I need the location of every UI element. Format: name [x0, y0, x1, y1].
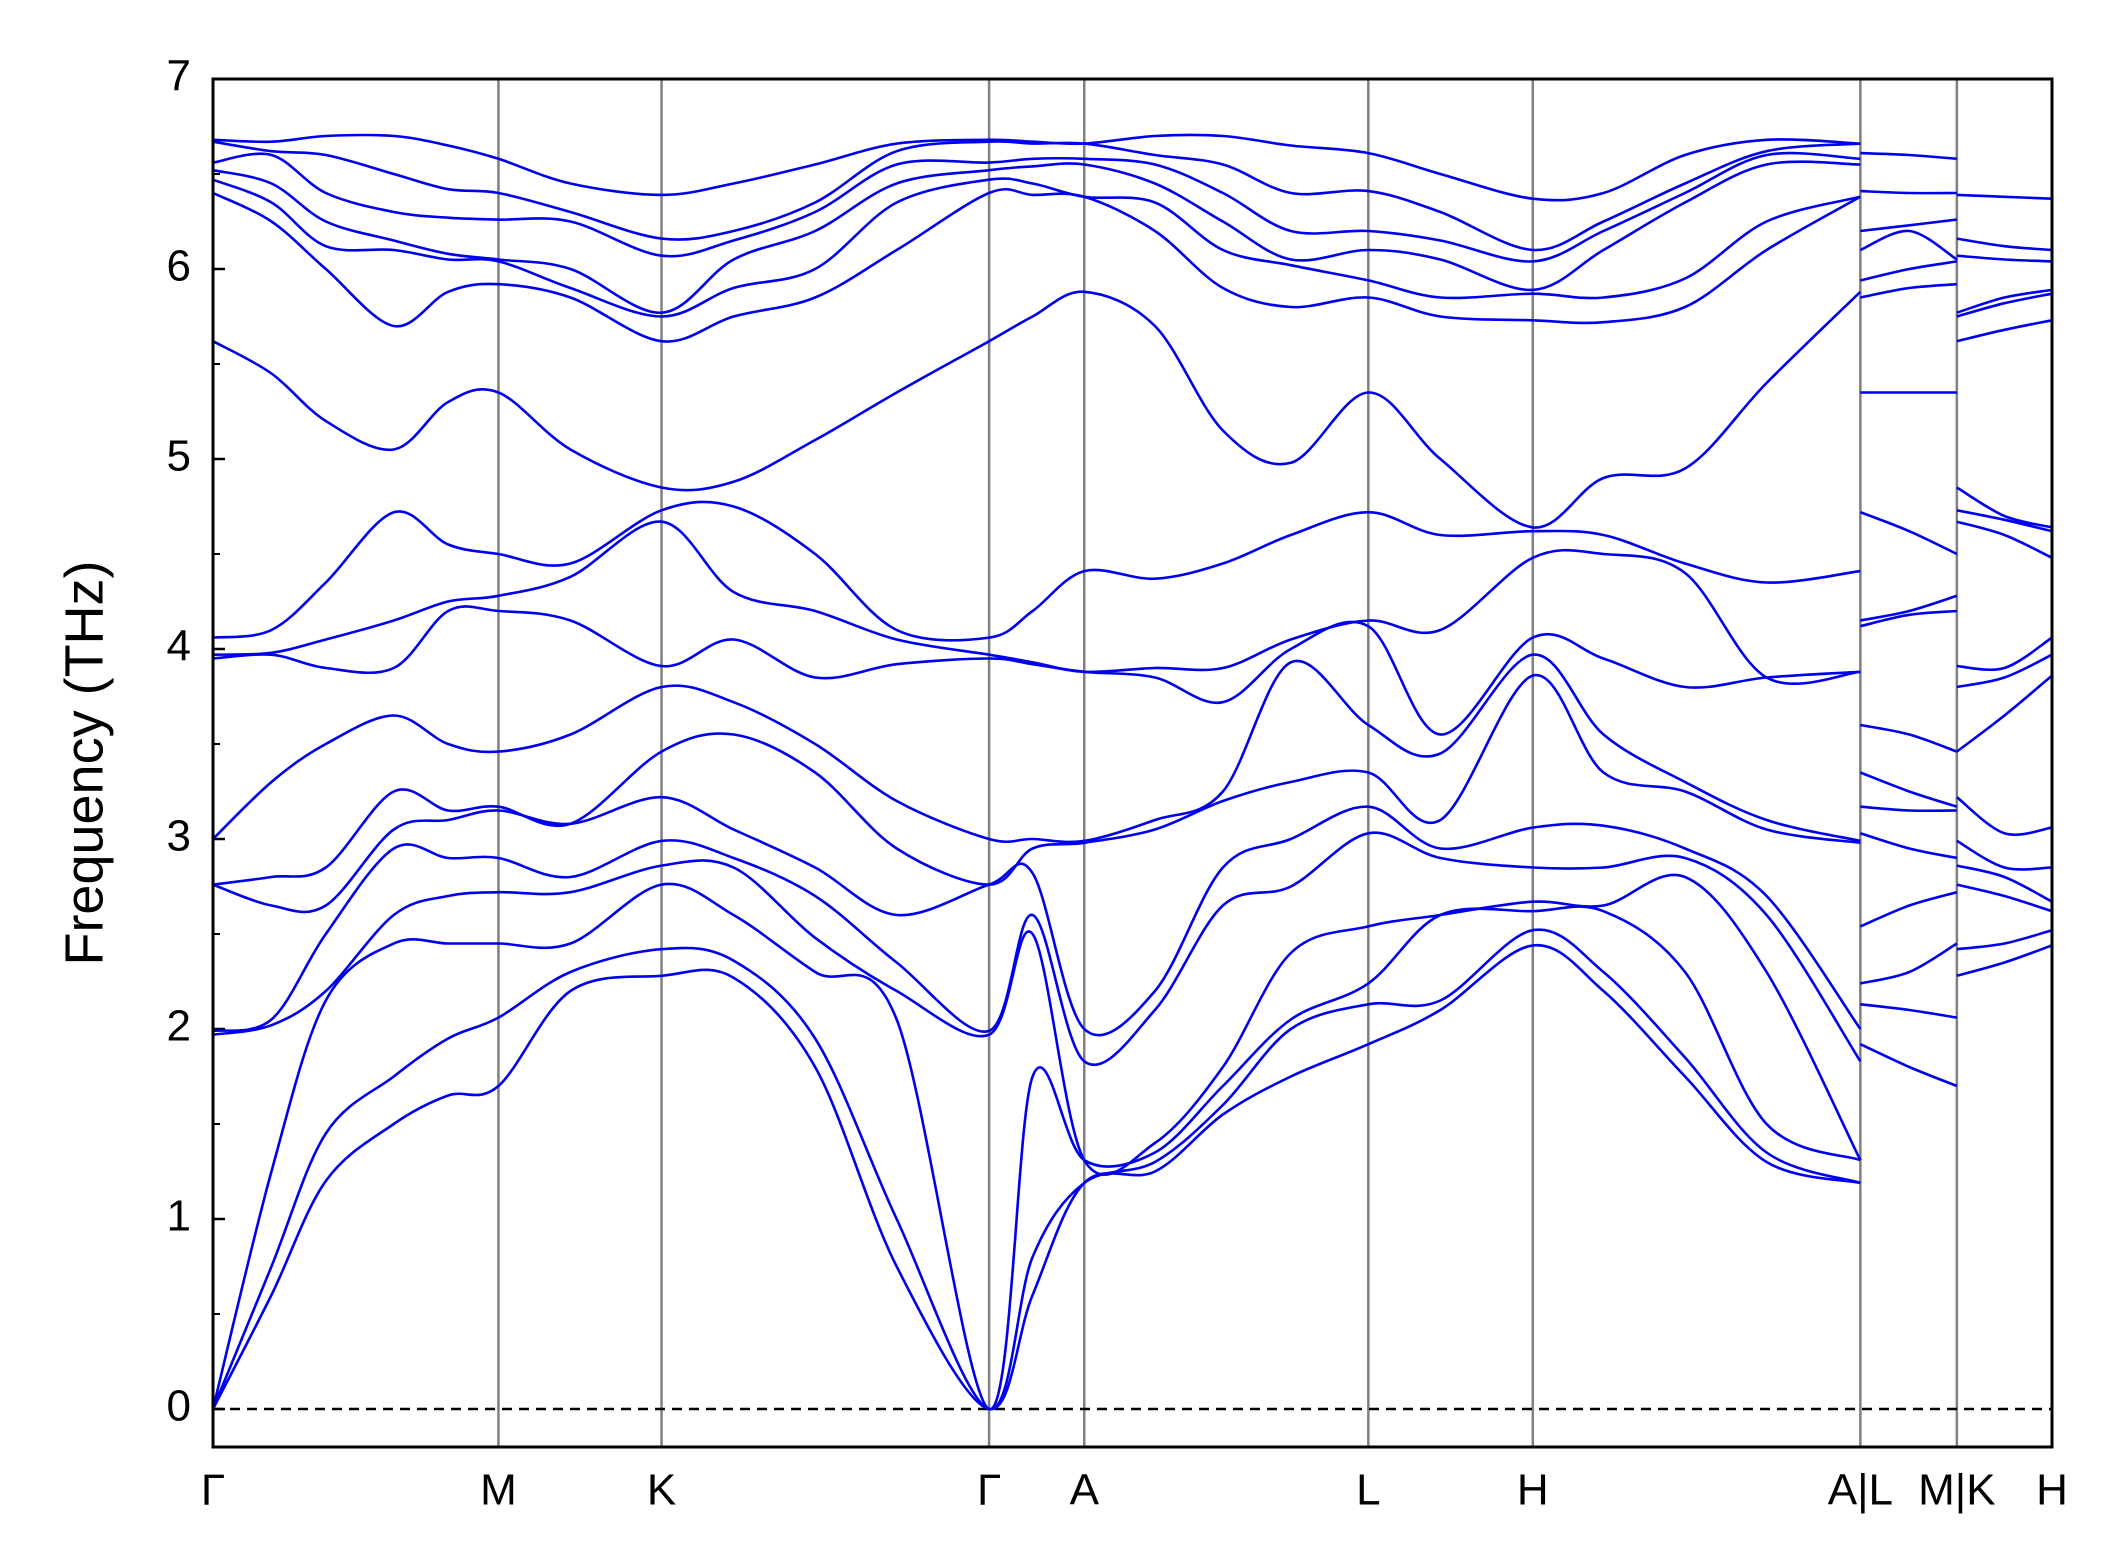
band-line [212, 795, 2053, 1037]
y-tick-label: 2 [167, 1002, 191, 1051]
band-line [212, 140, 2053, 252]
band-line [212, 151, 2053, 263]
x-tick-label: A [1070, 1466, 1100, 1515]
y-tick-label: 3 [167, 812, 191, 861]
band-line [212, 653, 2053, 844]
band-line [211, 882, 2053, 1411]
x-tick-label: H [2036, 1466, 2068, 1515]
band-line [212, 520, 2053, 686]
band-line [212, 133, 2053, 202]
band-line [212, 859, 2053, 1176]
x-tick-label: K [647, 1466, 676, 1515]
plot-frame [211, 77, 2054, 1449]
y-tick-label: 4 [167, 622, 191, 671]
y-tick-label: 1 [167, 1192, 191, 1241]
band-line [212, 188, 2053, 343]
x-tick-label: Γ [201, 1466, 225, 1515]
band-line [212, 674, 2053, 886]
y-axis-label: Frequency (THz) [54, 560, 114, 965]
band-line [212, 831, 2053, 1067]
x-tick-label: A|L [1828, 1466, 1893, 1515]
x-tick-label: M [480, 1466, 517, 1515]
band-line [211, 928, 2053, 1411]
y-tick-label: 0 [167, 1382, 191, 1431]
band-line [212, 177, 2053, 318]
x-tick-label: M|K [1918, 1466, 1995, 1515]
band-line [212, 290, 2053, 529]
x-tick-label: L [1356, 1466, 1380, 1515]
x-tick-label: H [1517, 1466, 1549, 1515]
band-line [212, 500, 2053, 642]
y-tick-label: 6 [167, 242, 191, 291]
band-line [212, 605, 2053, 736]
y-tick-label: 7 [167, 52, 191, 101]
y-tick-label: 5 [167, 432, 191, 481]
band-line [212, 160, 2053, 315]
x-tick-label: Γ [977, 1466, 1001, 1515]
